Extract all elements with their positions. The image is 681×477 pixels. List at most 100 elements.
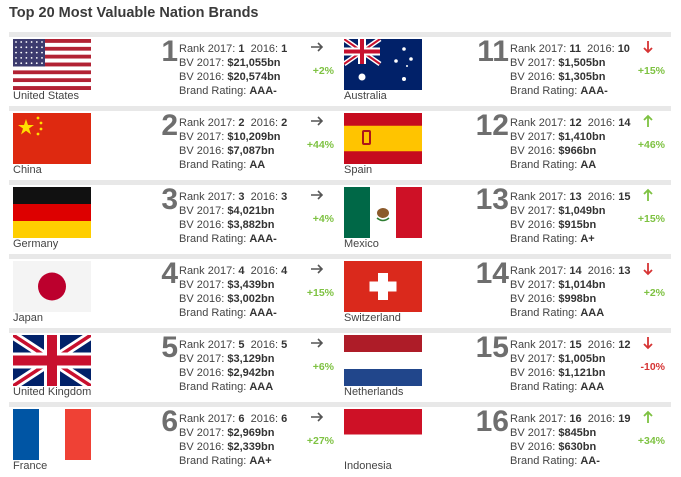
rank-2016-label: 2016: xyxy=(250,191,279,203)
rank-2016-value: 12 xyxy=(618,339,631,351)
rank-line: Rank 2017: 2 2016: 2 xyxy=(179,116,287,130)
rank-number: 11 xyxy=(477,35,509,68)
rank-number: 1 xyxy=(161,35,178,68)
arrow-right-icon xyxy=(309,40,325,54)
brand-stats: Rank 2017: 6 2016: 6 BV 2017: $2,969bn B… xyxy=(179,412,287,468)
rank-2016-label: 2016: xyxy=(250,265,279,277)
bv-2016-label: BV 2016: xyxy=(510,293,556,305)
rank-2016-label: 2016: xyxy=(587,191,616,203)
rank-2017-value: 15 xyxy=(569,339,582,351)
rank-2016-value: 4 xyxy=(281,265,288,277)
country-name: United States xyxy=(13,90,80,102)
rating-line: Brand Rating: AAA xyxy=(179,380,287,394)
rank-2017-label: Rank 2017: xyxy=(510,191,567,203)
rating-line: Brand Rating: AAA xyxy=(510,380,631,394)
rank-2016-value: 14 xyxy=(618,117,631,129)
brand-entry-united-kingdom: United Kingdom 5 Rank 2017: 5 2016: 5 BV… xyxy=(9,328,340,402)
bv-2016-label: BV 2016: xyxy=(179,71,225,83)
rank-2017-value: 5 xyxy=(238,339,245,351)
bv-2016-line: BV 2016: $3,882bn xyxy=(179,218,287,232)
bv-2016-value: $7,087bn xyxy=(227,145,275,157)
rank-2017-label: Rank 2017: xyxy=(179,339,236,351)
bv-2016-line: BV 2016: $3,002bn xyxy=(179,292,287,306)
bv-2017-label: BV 2017: xyxy=(179,205,225,217)
country-name: China xyxy=(13,164,42,176)
rank-2016-value: 15 xyxy=(618,191,631,203)
change-percent: +15% xyxy=(637,65,665,77)
change-percent: +4% xyxy=(312,213,334,225)
bv-2017-line: BV 2017: $1,410bn xyxy=(510,130,631,144)
bv-2017-value: $1,410bn xyxy=(558,131,606,143)
france-flag xyxy=(13,409,91,460)
bv-2016-line: BV 2016: $2,339bn xyxy=(179,440,287,454)
rating-value: AAA xyxy=(580,307,605,319)
rating-label: Brand Rating: xyxy=(179,233,247,245)
change-percent: +2% xyxy=(643,287,665,299)
rating-label: Brand Rating: xyxy=(510,85,578,97)
rank-2017-value: 1 xyxy=(238,43,245,55)
change-percent: +2% xyxy=(312,65,334,77)
bv-2016-line: BV 2016: $998bn xyxy=(510,292,631,306)
rank-2016-label: 2016: xyxy=(587,43,615,55)
rank-number: 12 xyxy=(475,109,509,142)
arrow-right-icon xyxy=(309,262,325,276)
brand-list-left: United States 1 Rank 2017: 1 2016: 1 BV … xyxy=(9,32,340,476)
rank-number: 2 xyxy=(161,109,178,142)
brand-entry-france: France 6 Rank 2017: 6 2016: 6 BV 2017: $… xyxy=(9,402,340,476)
rank-line: Rank 2017: 16 2016: 19 xyxy=(510,412,631,426)
bv-2017-label: BV 2017: xyxy=(510,131,556,143)
brand-entry-mexico: Mexico 13 Rank 2017: 13 2016: 15 BV 2017… xyxy=(340,180,671,254)
change-percent: -10% xyxy=(640,361,665,373)
rating-value: AAA- xyxy=(249,307,277,319)
bv-2017-label: BV 2017: xyxy=(510,57,556,69)
rating-value: AA- xyxy=(580,455,600,467)
bv-2016-value: $966bn xyxy=(558,145,597,157)
bv-2016-line: BV 2016: $915bn xyxy=(510,218,631,232)
bv-2016-label: BV 2016: xyxy=(179,293,225,305)
brand-stats: Rank 2017: 5 2016: 5 BV 2017: $3,129bn B… xyxy=(179,338,287,394)
bv-2017-value: $1,005bn xyxy=(558,353,606,365)
rank-2016-label: 2016: xyxy=(587,117,616,129)
bv-2016-line: BV 2016: $630bn xyxy=(510,440,631,454)
rank-2016-value: 19 xyxy=(618,413,631,425)
country-name: Mexico xyxy=(344,238,379,250)
rank-2017-label: Rank 2017: xyxy=(179,413,236,425)
rank-line: Rank 2017: 3 2016: 3 xyxy=(179,190,287,204)
country-name: Spain xyxy=(344,164,373,176)
arrow-down-icon xyxy=(640,262,656,276)
rank-2016-value: 13 xyxy=(618,265,631,277)
arrow-right-icon xyxy=(309,114,325,128)
bv-2017-line: BV 2017: $4,021bn xyxy=(179,204,287,218)
brand-entry-united-states: United States 1 Rank 2017: 1 2016: 1 BV … xyxy=(9,32,340,106)
arrow-down-icon xyxy=(640,336,656,350)
brand-stats: Rank 2017: 14 2016: 13 BV 2017: $1,014bn… xyxy=(510,264,631,320)
country-name: Switzerland xyxy=(344,312,401,324)
rating-label: Brand Rating: xyxy=(510,159,578,171)
rating-label: Brand Rating: xyxy=(510,455,578,467)
china-flag xyxy=(13,113,91,164)
rank-2017-value: 12 xyxy=(569,117,582,129)
brand-stats: Rank 2017: 13 2016: 15 BV 2017: $1,049bn… xyxy=(510,190,631,246)
rank-2016-label: 2016: xyxy=(250,339,279,351)
rank-line: Rank 2017: 13 2016: 15 xyxy=(510,190,631,204)
rank-2017-value: 13 xyxy=(569,191,582,203)
spain-flag xyxy=(344,113,422,164)
bv-2017-label: BV 2017: xyxy=(510,353,556,365)
rank-line: Rank 2017: 11 2016: 10 xyxy=(510,42,630,56)
bv-2017-value: $3,129bn xyxy=(227,353,275,365)
rating-label: Brand Rating: xyxy=(510,307,578,319)
bv-2017-value: $4,021bn xyxy=(227,205,275,217)
bv-2016-value: $915bn xyxy=(558,219,597,231)
bv-2016-value: $1,305bn xyxy=(558,71,606,83)
rating-label: Brand Rating: xyxy=(179,85,247,97)
rating-label: Brand Rating: xyxy=(179,159,247,171)
rank-line: Rank 2017: 4 2016: 4 xyxy=(179,264,287,278)
bv-2017-line: BV 2017: $1,049bn xyxy=(510,204,631,218)
bv-2016-value: $3,882bn xyxy=(227,219,275,231)
rank-line: Rank 2017: 5 2016: 5 xyxy=(179,338,287,352)
rank-2016-label: 2016: xyxy=(250,413,279,425)
bv-2016-label: BV 2016: xyxy=(510,145,556,157)
bv-2016-line: BV 2016: $7,087bn xyxy=(179,144,287,158)
rating-value: AA+ xyxy=(249,455,272,467)
rank-2016-value: 5 xyxy=(281,339,288,351)
